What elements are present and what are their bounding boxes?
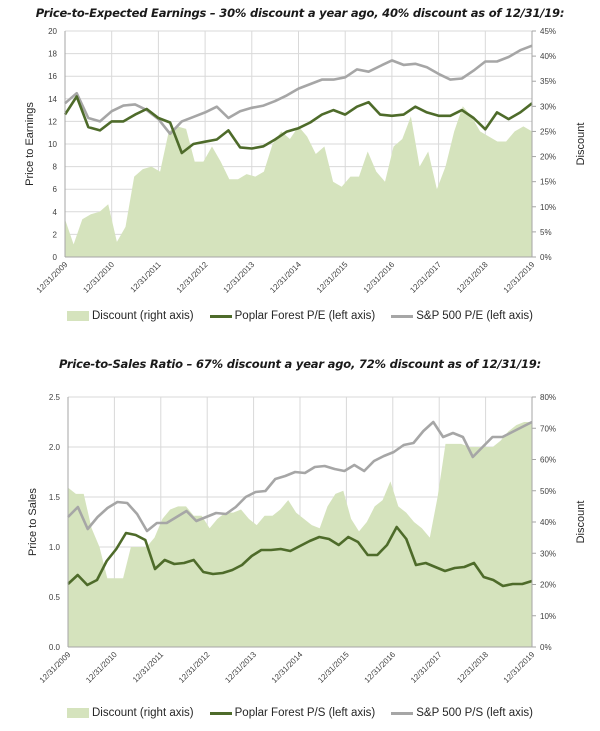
x-tick-label: 12/31/2013 [223, 650, 258, 685]
y-tick-label: 2 [53, 230, 58, 239]
x-tick-label: 12/31/2009 [35, 260, 70, 295]
chart2-title: Price-to-Sales Ratio – 67% discount a ye… [59, 357, 541, 371]
y-tick-label: 2.5 [49, 393, 61, 402]
y2-tick-label: 15% [540, 178, 556, 187]
y2-tick-label: 25% [540, 127, 556, 136]
y2-tick-label: 35% [540, 77, 556, 86]
y2-tick-label: 80% [540, 393, 556, 402]
legend-item-poplar: Poplar Forest P/E (left axis) [209, 310, 376, 322]
legend-label-sp500: S&P 500 P/S (left axis) [416, 707, 533, 719]
legend-swatch-sp500 [391, 314, 414, 318]
chart1-legend: Discount (right axis) Poplar Forest P/E … [0, 310, 600, 322]
x-tick-label: 12/31/2013 [222, 260, 257, 295]
legend-item-discount: Discount (right axis) [67, 707, 194, 719]
sp500-line [67, 420, 533, 533]
y2-tick-label: 30% [540, 549, 556, 558]
legend-swatch-sp500 [391, 711, 414, 715]
x-tick-label: 12/31/2015 [316, 650, 351, 685]
y-tick-label: 12 [48, 117, 57, 126]
legend-swatch-poplar [209, 711, 232, 715]
y2-tick-label: 10% [540, 203, 556, 212]
sp500-line [64, 44, 533, 136]
y2-tick-label: 20% [540, 153, 556, 162]
y2-axis-title: Discount [575, 501, 587, 544]
legend-label-poplar: Poplar Forest P/S (left axis) [234, 707, 376, 719]
legend-label-sp500: S&P 500 P/E (left axis) [416, 310, 533, 322]
y2-tick-label: 40% [540, 518, 556, 527]
x-tick-label: 12/31/2018 [455, 650, 490, 685]
y-tick-label: 14 [48, 95, 57, 104]
discount-area [65, 106, 532, 257]
x-tick-label: 12/31/2019 [502, 650, 537, 685]
y2-tick-label: 0% [540, 643, 552, 652]
y2-tick-label: 20% [540, 581, 556, 590]
x-tick-label: 12/31/2016 [362, 260, 397, 295]
x-tick-label: 12/31/2016 [363, 650, 398, 685]
legend-swatch-discount [67, 708, 89, 718]
x-tick-label: 12/31/2010 [84, 650, 119, 685]
x-tick-label: 12/31/2012 [175, 260, 210, 295]
y2-tick-label: 45% [540, 27, 556, 36]
legend-label-discount: Discount (right axis) [92, 310, 194, 322]
chart2-legend: Discount (right axis) Poplar Forest P/S … [0, 707, 600, 719]
x-tick-label: 12/31/2011 [131, 650, 166, 685]
x-tick-label: 12/31/2017 [409, 650, 444, 685]
y2-tick-label: 0% [540, 253, 552, 262]
legend-item-sp500: S&P 500 P/S (left axis) [391, 707, 533, 719]
discount-area [68, 422, 532, 647]
x-tick-label: 12/31/2011 [129, 260, 164, 295]
y2-tick-label: 10% [540, 612, 556, 621]
poplar-forest-line [67, 525, 533, 588]
y2-tick-label: 60% [540, 456, 556, 465]
y-axis-title: Price to Sales [27, 488, 39, 556]
x-tick-label: 12/31/2019 [502, 260, 537, 295]
y2-tick-label: 70% [540, 424, 556, 433]
chart1-pe: 0 2 4 6 8 10 12 14 16 18 20 0% 5% 10% 15% 20% 25% 30% 35% 4… [24, 27, 587, 295]
y-tick-label: 1.0 [49, 543, 61, 552]
y-tick-label: 4 [53, 208, 58, 217]
x-tick-label: 12/31/2017 [408, 260, 443, 295]
legend-swatch-poplar [209, 314, 232, 318]
y-tick-label: 0.0 [49, 643, 61, 652]
x-tick-label: 12/31/2009 [38, 650, 73, 685]
y-tick-label: 20 [48, 27, 57, 36]
y-tick-label: 6 [53, 185, 58, 194]
y-tick-label: 16 [48, 72, 57, 81]
y-tick-label: 0.5 [49, 593, 61, 602]
y-axis-title: Price to Earnings [24, 102, 36, 186]
legend-item-sp500: S&P 500 P/E (left axis) [391, 310, 533, 322]
legend-item-poplar: Poplar Forest P/S (left axis) [209, 707, 376, 719]
x-tick-label: 12/31/2018 [455, 260, 490, 295]
y-tick-label: 2.0 [49, 443, 61, 452]
x-tick-label: 12/31/2010 [81, 260, 116, 295]
x-tick-label: 12/31/2014 [270, 650, 305, 685]
y-tick-label: 18 [48, 50, 57, 59]
x-tick-label: 12/31/2015 [315, 260, 350, 295]
chart2-ps: 0.0 0.5 1.0 1.5 2.0 2.5 0% 10% 20% 30% 40% 50% 60% 70… [27, 393, 587, 685]
y2-axis-title: Discount [575, 123, 587, 166]
y2-tick-label: 40% [540, 52, 556, 61]
y2-tick-label: 5% [540, 228, 552, 237]
legend-label-discount: Discount (right axis) [92, 707, 194, 719]
x-tick-label: 12/31/2014 [268, 260, 303, 295]
chart1-title: Price-to-Expected Earnings – 30% discoun… [35, 6, 565, 20]
legend-label-poplar: Poplar Forest P/E (left axis) [234, 310, 376, 322]
y-tick-label: 10 [48, 140, 57, 149]
x-tick-label: 12/31/2012 [177, 650, 212, 685]
legend-swatch-discount [67, 311, 89, 321]
y-tick-label: 0 [53, 253, 58, 262]
y2-tick-label: 30% [540, 102, 556, 111]
legend-item-discount: Discount (right axis) [67, 310, 194, 322]
poplar-forest-line [63, 95, 533, 155]
y-tick-label: 1.5 [49, 493, 61, 502]
y2-tick-label: 50% [540, 487, 556, 496]
y-tick-label: 8 [53, 163, 58, 172]
